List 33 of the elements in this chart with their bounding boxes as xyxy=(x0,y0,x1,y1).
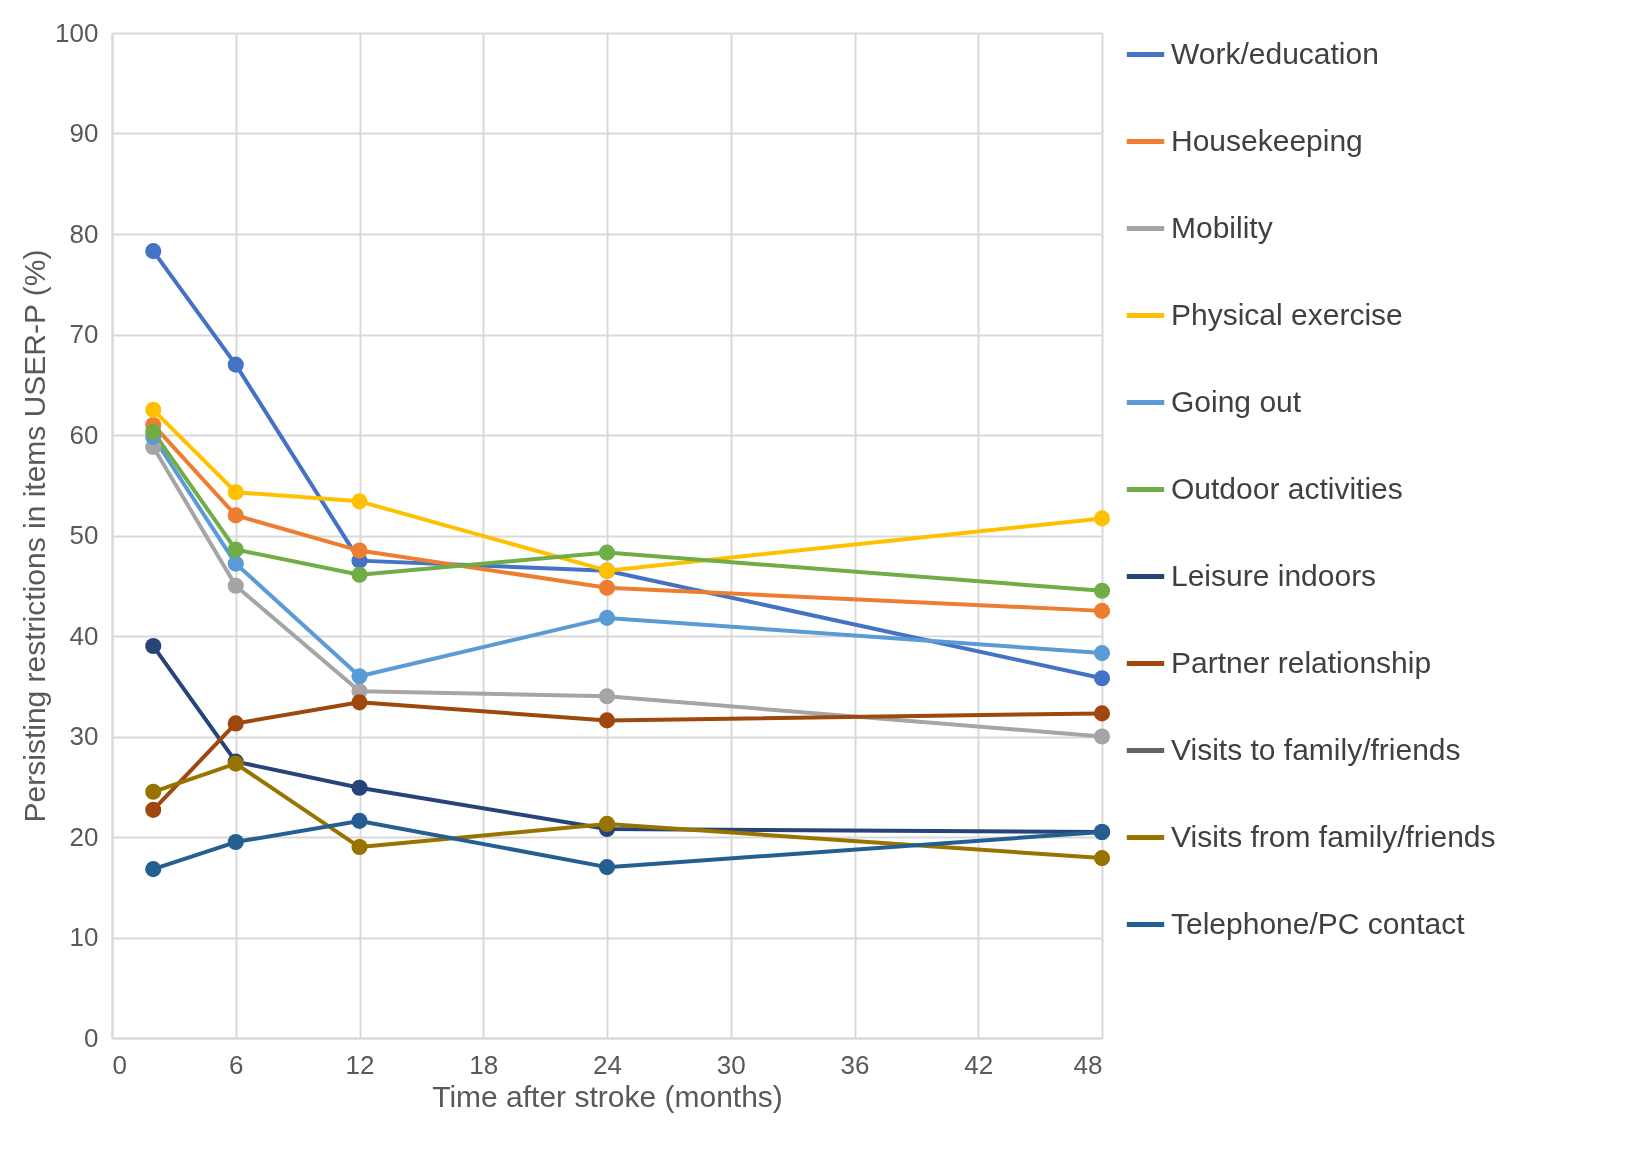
legend-label: Visits to family/friends xyxy=(1171,732,1461,766)
legend-label: Going out xyxy=(1171,384,1302,418)
legend-label: Outdoor activities xyxy=(1171,471,1403,505)
x-tick-label: 42 xyxy=(964,1049,994,1080)
y-tick-label: 60 xyxy=(69,419,99,450)
x-tick-label: 18 xyxy=(469,1049,499,1080)
y-tick-label: 80 xyxy=(69,218,99,249)
y-tick-label: 40 xyxy=(69,620,99,651)
x-tick-label: 48 xyxy=(1073,1049,1103,1080)
x-axis-title: Time after stroke (months) xyxy=(432,1079,783,1113)
y-tick-label: 90 xyxy=(69,118,99,148)
legend-label: Physical exercise xyxy=(1171,297,1403,331)
legend-label: Mobility xyxy=(1171,210,1273,244)
x-tick-label: 36 xyxy=(840,1049,870,1080)
y-tick-label: 10 xyxy=(69,922,99,952)
legend-label: Leisure indoors xyxy=(1171,558,1377,592)
y-tick-label: 50 xyxy=(69,520,99,550)
legend-label: Visits from family/friends xyxy=(1171,819,1496,853)
y-tick-label: 20 xyxy=(69,821,99,852)
x-tick-label: 12 xyxy=(345,1049,375,1080)
x-tick-label: 0 xyxy=(112,1049,127,1080)
x-tick-label: 30 xyxy=(716,1049,746,1080)
x-tick-label: 24 xyxy=(593,1049,622,1080)
legend-label: Work/education xyxy=(1171,36,1379,70)
y-axis-title: Persisting restrictions in items USER-P (%) xyxy=(18,249,52,823)
y-tick-label: 100 xyxy=(55,17,99,48)
y-tick-label: 70 xyxy=(69,319,99,349)
x-tick-label: 6 xyxy=(229,1049,244,1080)
y-tick-label: 0 xyxy=(84,1022,99,1053)
legend-label: Telephone/PC contact xyxy=(1171,906,1466,940)
legend-label: Partner relationship xyxy=(1171,645,1432,679)
y-tick-label: 30 xyxy=(69,721,99,751)
legend-label: Housekeeping xyxy=(1171,123,1363,157)
